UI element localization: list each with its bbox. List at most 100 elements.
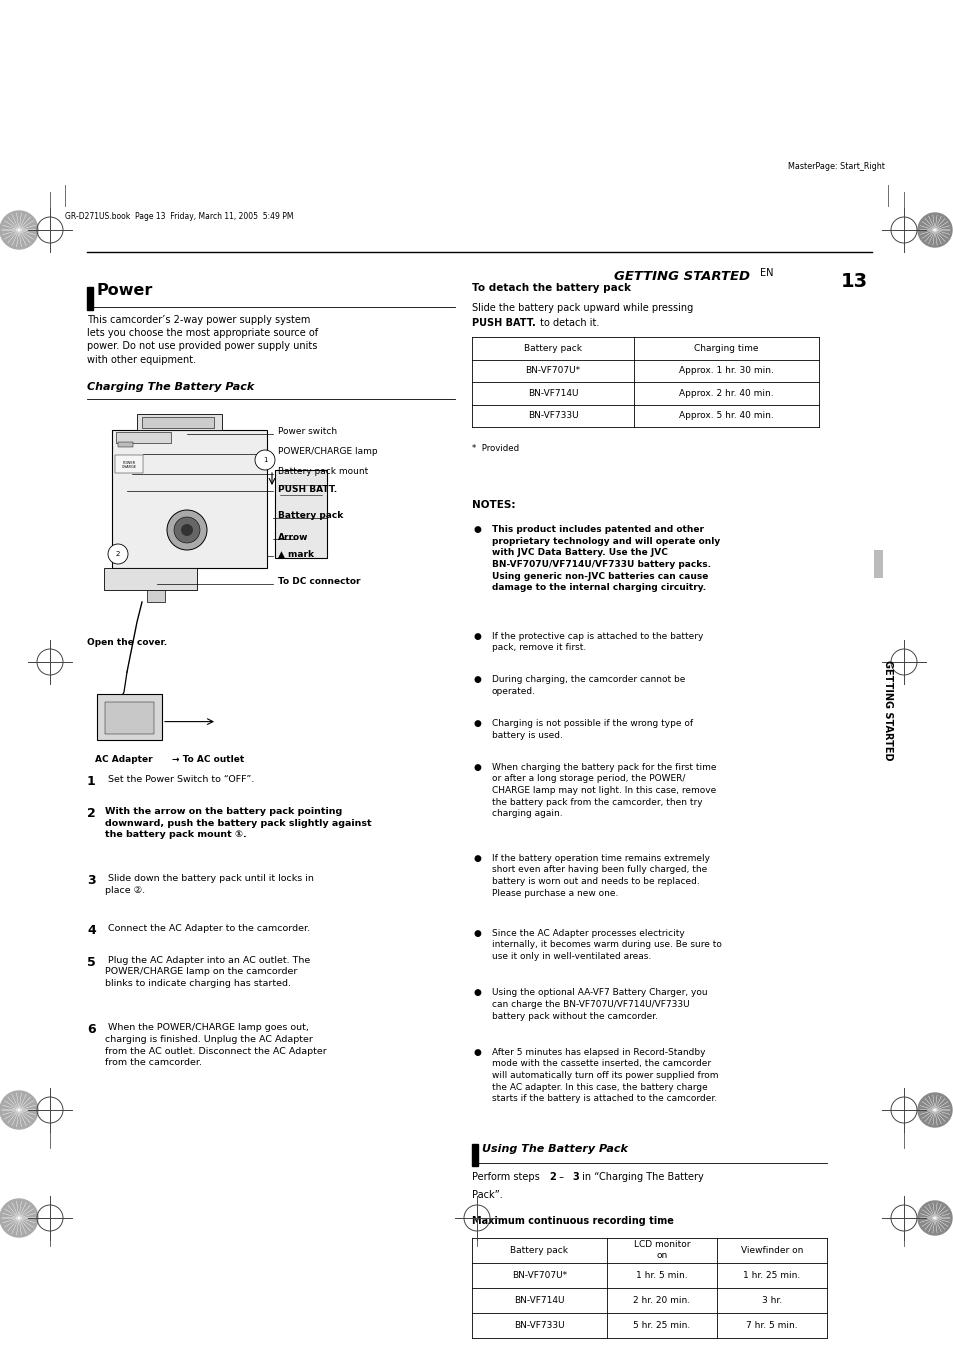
Text: Charging is not possible if the wrong type of
battery is used.: Charging is not possible if the wrong ty… xyxy=(492,719,693,739)
Text: 1: 1 xyxy=(262,457,267,463)
Text: ●: ● xyxy=(474,762,481,771)
Text: Using The Battery Pack: Using The Battery Pack xyxy=(481,1143,627,1154)
Text: ●: ● xyxy=(474,526,481,534)
Circle shape xyxy=(181,524,193,536)
Text: ●: ● xyxy=(474,988,481,997)
Polygon shape xyxy=(917,213,951,247)
Text: Battery pack mount: Battery pack mount xyxy=(277,467,368,477)
Text: BN-VF714U: BN-VF714U xyxy=(527,389,578,397)
Text: With the arrow on the battery pack pointing
downward, push the battery pack slig: With the arrow on the battery pack point… xyxy=(105,807,372,839)
Text: Since the AC Adapter processes electricity
internally, it becomes warm during us: Since the AC Adapter processes electrici… xyxy=(492,928,721,961)
Bar xyxy=(104,567,196,590)
Text: If the protective cap is attached to the battery
pack, remove it first.: If the protective cap is attached to the… xyxy=(492,632,702,653)
Text: BN-VF733U: BN-VF733U xyxy=(514,1321,564,1331)
Text: This product includes patented and other
proprietary technology and will operate: This product includes patented and other… xyxy=(492,526,720,592)
Text: 2: 2 xyxy=(87,807,95,820)
Text: Slide the battery pack upward while pressing: Slide the battery pack upward while pres… xyxy=(472,303,693,313)
Text: When charging the battery pack for the first time
or after a long storage period: When charging the battery pack for the f… xyxy=(492,762,716,819)
Text: Battery pack: Battery pack xyxy=(510,1246,568,1255)
Text: AC Adapter: AC Adapter xyxy=(95,755,152,765)
Text: GETTING STARTED: GETTING STARTED xyxy=(614,270,749,282)
Bar xyxy=(873,550,882,578)
Text: GR-D271US.book  Page 13  Friday, March 11, 2005  5:49 PM: GR-D271US.book Page 13 Friday, March 11,… xyxy=(65,212,294,222)
Text: POWER/CHARGE lamp: POWER/CHARGE lamp xyxy=(277,447,377,457)
Text: → To AC outlet: → To AC outlet xyxy=(172,755,244,765)
Text: 3: 3 xyxy=(87,874,95,888)
Text: Battery pack: Battery pack xyxy=(523,343,581,353)
Bar xyxy=(97,694,162,740)
Text: ●: ● xyxy=(474,928,481,938)
Text: NOTES:: NOTES: xyxy=(472,500,515,509)
Bar xyxy=(472,1143,477,1166)
Bar xyxy=(105,703,153,734)
Text: Power switch: Power switch xyxy=(277,427,336,436)
Text: BN-VF733U: BN-VF733U xyxy=(527,411,578,420)
Text: ▲ mark: ▲ mark xyxy=(277,550,314,558)
Text: Charging time: Charging time xyxy=(694,343,758,353)
Text: Perform steps: Perform steps xyxy=(472,1171,542,1182)
Circle shape xyxy=(254,450,274,470)
Text: BN-VF707U*: BN-VF707U* xyxy=(525,366,580,376)
Text: 5 hr. 25 min.: 5 hr. 25 min. xyxy=(633,1321,690,1331)
Text: Approx. 1 hr. 30 min.: Approx. 1 hr. 30 min. xyxy=(679,366,773,376)
Text: To detach the battery pack: To detach the battery pack xyxy=(472,282,630,293)
Text: GETTING STARTED: GETTING STARTED xyxy=(882,659,892,761)
Bar xyxy=(142,417,213,428)
Text: Maximum continuous recording time: Maximum continuous recording time xyxy=(472,1216,673,1225)
Bar xyxy=(118,442,132,447)
Bar xyxy=(274,470,327,558)
Text: This camcorder’s 2-way power supply system
lets you choose the most appropriate : This camcorder’s 2-way power supply syst… xyxy=(87,315,317,365)
Text: During charging, the camcorder cannot be
operated.: During charging, the camcorder cannot be… xyxy=(492,676,684,696)
Text: Set the Power Switch to “OFF”.: Set the Power Switch to “OFF”. xyxy=(105,775,254,784)
Text: 3 hr.: 3 hr. xyxy=(761,1296,781,1305)
Bar xyxy=(116,432,171,443)
Text: 13: 13 xyxy=(840,272,867,290)
Text: Pack”.: Pack”. xyxy=(472,1190,502,1200)
Text: Approx. 2 hr. 40 min.: Approx. 2 hr. 40 min. xyxy=(679,389,773,397)
Text: 1 hr. 25 min.: 1 hr. 25 min. xyxy=(742,1271,800,1279)
Text: POWER
CHARGE: POWER CHARGE xyxy=(121,461,136,469)
Text: ●: ● xyxy=(474,854,481,862)
Polygon shape xyxy=(0,211,38,249)
Text: 7 hr. 5 min.: 7 hr. 5 min. xyxy=(745,1321,797,1331)
Text: 2: 2 xyxy=(549,1171,556,1182)
Text: 3: 3 xyxy=(572,1171,578,1182)
Text: When the POWER/CHARGE lamp goes out,
charging is finished. Unplug the AC Adapter: When the POWER/CHARGE lamp goes out, cha… xyxy=(105,1023,327,1067)
Text: BN-VF707U*: BN-VF707U* xyxy=(512,1271,566,1279)
Text: BN-VF714U: BN-VF714U xyxy=(514,1296,564,1305)
Bar xyxy=(137,413,222,430)
Text: Slide down the battery pack until it locks in
place ②.: Slide down the battery pack until it loc… xyxy=(105,874,314,894)
Text: MasterPage: Start_Right: MasterPage: Start_Right xyxy=(787,162,884,172)
Circle shape xyxy=(167,509,207,550)
Bar xyxy=(147,590,165,603)
Polygon shape xyxy=(917,1093,951,1127)
Text: ●: ● xyxy=(474,632,481,640)
Text: 2: 2 xyxy=(115,551,120,557)
Text: ●: ● xyxy=(474,676,481,685)
Text: Connect the AC Adapter to the camcorder.: Connect the AC Adapter to the camcorder. xyxy=(105,924,310,932)
Polygon shape xyxy=(0,1198,38,1238)
Text: Power: Power xyxy=(97,282,153,299)
Text: ●: ● xyxy=(474,719,481,728)
Text: To DC connector: To DC connector xyxy=(277,577,360,586)
Text: EN: EN xyxy=(760,267,773,278)
Text: Charging The Battery Pack: Charging The Battery Pack xyxy=(87,382,254,392)
Text: Battery pack: Battery pack xyxy=(277,512,343,520)
Text: Using the optional AA-VF7 Battery Charger, you
can charge the BN-VF707U/VF714U/V: Using the optional AA-VF7 Battery Charge… xyxy=(492,988,707,1020)
Text: 2 hr. 20 min.: 2 hr. 20 min. xyxy=(633,1296,690,1305)
Text: PUSH BATT.: PUSH BATT. xyxy=(472,317,536,328)
Text: LCD monitor
on: LCD monitor on xyxy=(633,1240,690,1260)
Bar xyxy=(87,286,92,309)
Text: to detach it.: to detach it. xyxy=(537,317,598,328)
Circle shape xyxy=(173,517,200,543)
Text: 1: 1 xyxy=(87,775,95,788)
Bar xyxy=(112,430,267,567)
Text: ●: ● xyxy=(474,1047,481,1056)
Text: 6: 6 xyxy=(87,1023,95,1036)
Text: Arrow: Arrow xyxy=(277,532,308,542)
Text: *  Provided: * Provided xyxy=(472,444,518,453)
Bar xyxy=(115,455,143,473)
Circle shape xyxy=(108,544,128,563)
Text: If the battery operation time remains extremely
short even after having been ful: If the battery operation time remains ex… xyxy=(492,854,709,897)
Text: PUSH BATT.: PUSH BATT. xyxy=(277,485,336,493)
